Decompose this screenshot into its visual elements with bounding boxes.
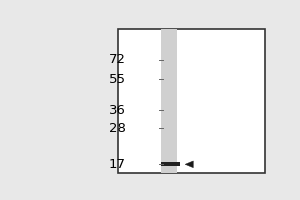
Bar: [161, 29, 177, 173]
Text: 17: 17: [109, 158, 126, 171]
Bar: [161, 162, 180, 166]
Text: 55: 55: [109, 73, 126, 86]
Polygon shape: [185, 161, 193, 168]
Bar: [118, 29, 265, 173]
Text: 36: 36: [109, 104, 126, 117]
Text: 72: 72: [109, 53, 126, 66]
Text: 28: 28: [109, 122, 126, 135]
